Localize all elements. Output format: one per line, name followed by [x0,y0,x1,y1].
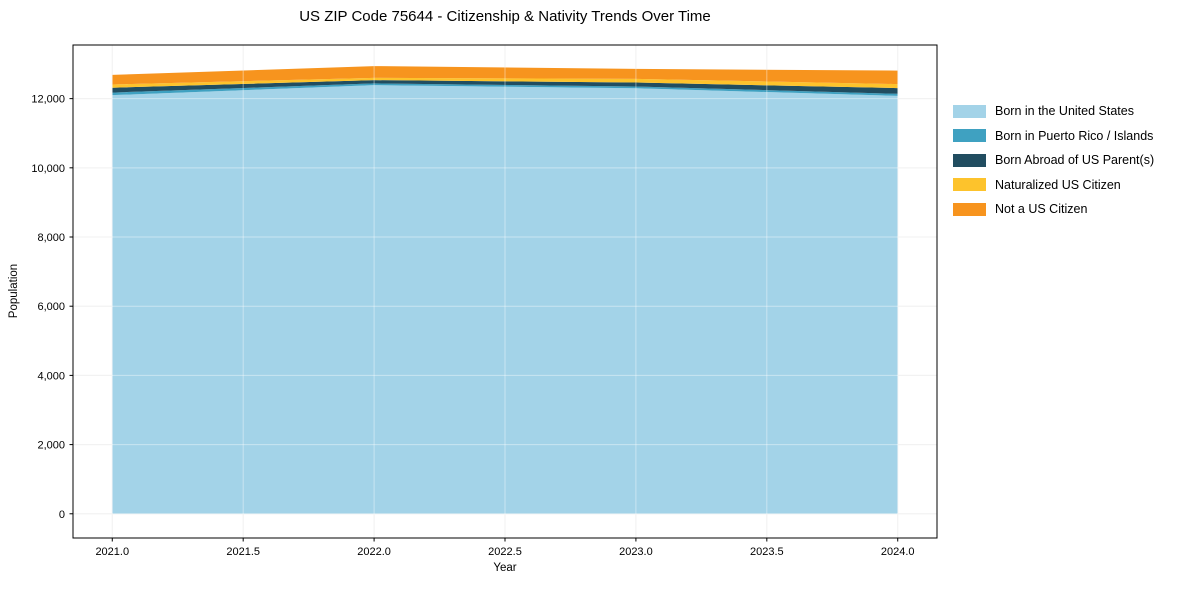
legend-item: Born in the United States [953,104,1154,118]
legend-swatch [953,129,986,142]
legend-swatch [953,153,986,167]
legend-label: Not a US Citizen [995,202,1088,216]
legend-swatch [953,104,986,118]
chart-title: US ZIP Code 75644 - Citizenship & Nativi… [299,8,711,25]
y-axis-label: Population [8,263,20,319]
y-tick-label: 10,000 [31,163,65,175]
y-tick-label: 2,000 [37,440,65,452]
area-series-2 [112,80,898,94]
legend-item: Not a US Citizen [953,202,1154,216]
legend: Born in the United States Born in Puerto… [953,104,1154,216]
legend-label: Born in the United States [995,104,1134,118]
x-axis-label: Year [493,562,517,574]
x-tick-label: 2023.0 [619,546,653,558]
legend-label: Naturalized US Citizen [995,177,1121,192]
area-series-3 [112,77,898,89]
x-tick-label: 2024.0 [881,546,915,558]
y-tick-label: 0 [59,509,65,521]
x-tick-label: 2021.0 [95,546,129,558]
legend-swatch [953,178,986,191]
area-series-1 [112,83,898,96]
y-tick-label: 8,000 [37,232,65,244]
legend-item: Born in Puerto Rico / Islands [953,129,1154,143]
y-tick-label: 12,000 [31,94,65,106]
legend-label: Born Abroad of US Parent(s) [995,153,1155,167]
area-series-4 [112,66,898,85]
legend-label: Born in Puerto Rico / Islands [995,128,1154,143]
x-tick-label: 2022.0 [357,546,391,558]
legend-swatch [953,202,986,216]
y-tick-label: 6,000 [37,301,65,313]
x-tick-label: 2021.5 [226,546,260,558]
x-tick-label: 2023.5 [750,546,784,558]
x-tick-label: 2022.5 [488,546,522,558]
area-series-0 [112,85,898,514]
legend-item: Born Abroad of US Parent(s) [953,153,1154,167]
y-tick-label: 4,000 [37,370,65,382]
legend-item: Naturalized US Citizen [953,178,1154,192]
